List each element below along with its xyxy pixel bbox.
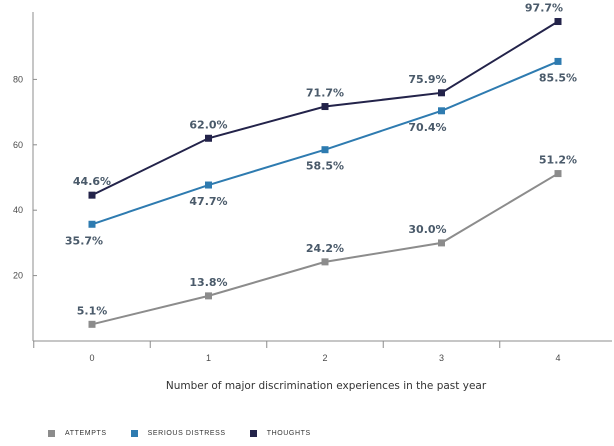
x-tick-label: 0 [89,353,94,363]
data-point-attempts [205,292,212,300]
data-label-attempts: 30.0% [408,223,446,236]
data-point-serious-distress [438,107,445,115]
legend-label-attempts: ATTEMPTS [65,430,107,437]
data-point-thoughts [88,191,96,199]
data-point-serious-distress [88,220,96,228]
data-label-attempts: 51.2% [539,154,577,167]
y-tick-label: 20 [13,271,23,281]
legend-item-attempts: ATTEMPTS [48,430,107,437]
data-point-thoughts [438,89,445,97]
data-point-thoughts [205,134,212,142]
data-label-attempts: 5.1% [77,304,108,317]
data-point-attempts [438,239,445,247]
data-point-attempts [321,258,329,266]
legend-swatch-attempts [48,430,55,437]
data-label-thoughts: 62.0% [189,118,227,131]
legend: ATTEMPTS SERIOUS DISTRESS THOUGHTS [48,430,311,437]
series-lines [91,20,559,326]
series-points [88,18,562,328]
x-tick-label: 2 [322,353,327,363]
legend-label-serious-distress: SERIOUS DISTRESS [147,430,226,437]
data-label-serious-distress: 58.5% [306,160,344,173]
data-label-serious-distress: 85.5% [539,71,577,84]
data-point-serious-distress [321,146,329,154]
data-label-serious-distress: 47.7% [189,195,227,208]
data-point-attempts [88,320,96,328]
data-point-thoughts [554,18,562,26]
data-label-thoughts: 97.7% [525,2,563,15]
legend-item-serious-distress: SERIOUS DISTRESS [130,430,226,437]
data-label-thoughts: 71.7% [306,87,344,100]
legend-swatch-thoughts [249,430,257,437]
y-tick-label: 80 [13,74,23,84]
data-label-thoughts: 44.6% [73,175,111,188]
data-point-serious-distress [554,57,562,65]
data-label-serious-distress: 70.4% [408,121,446,134]
data-label-attempts: 24.2% [306,242,344,255]
data-point-thoughts [321,103,329,111]
y-tick-label: 60 [13,140,23,150]
x-tick-label: 1 [206,353,211,363]
data-label-thoughts: 75.9% [408,73,446,86]
y-tick-label: 40 [13,205,23,215]
data-label-attempts: 13.8% [189,276,227,289]
data-point-serious-distress [205,181,212,189]
x-axis-title: Number of major discrimination experienc… [166,380,487,392]
x-tick-label: 4 [555,353,560,363]
data-labels: 5.1% 13.8% 24.2% 30.0% 51.2% 35.7% 47.7% 58.5% 7… [65,2,577,318]
legend-swatch-serious-distress [130,430,138,437]
legend-item-thoughts: THOUGHTS [249,430,311,437]
data-point-attempts [554,170,562,178]
chart-axes: 20 40 60 80 0 1 2 3 4 [13,12,612,363]
data-label-serious-distress: 35.7% [65,234,103,247]
legend-label-thoughts: THOUGHTS [266,430,311,437]
x-tick-label: 3 [439,353,444,363]
